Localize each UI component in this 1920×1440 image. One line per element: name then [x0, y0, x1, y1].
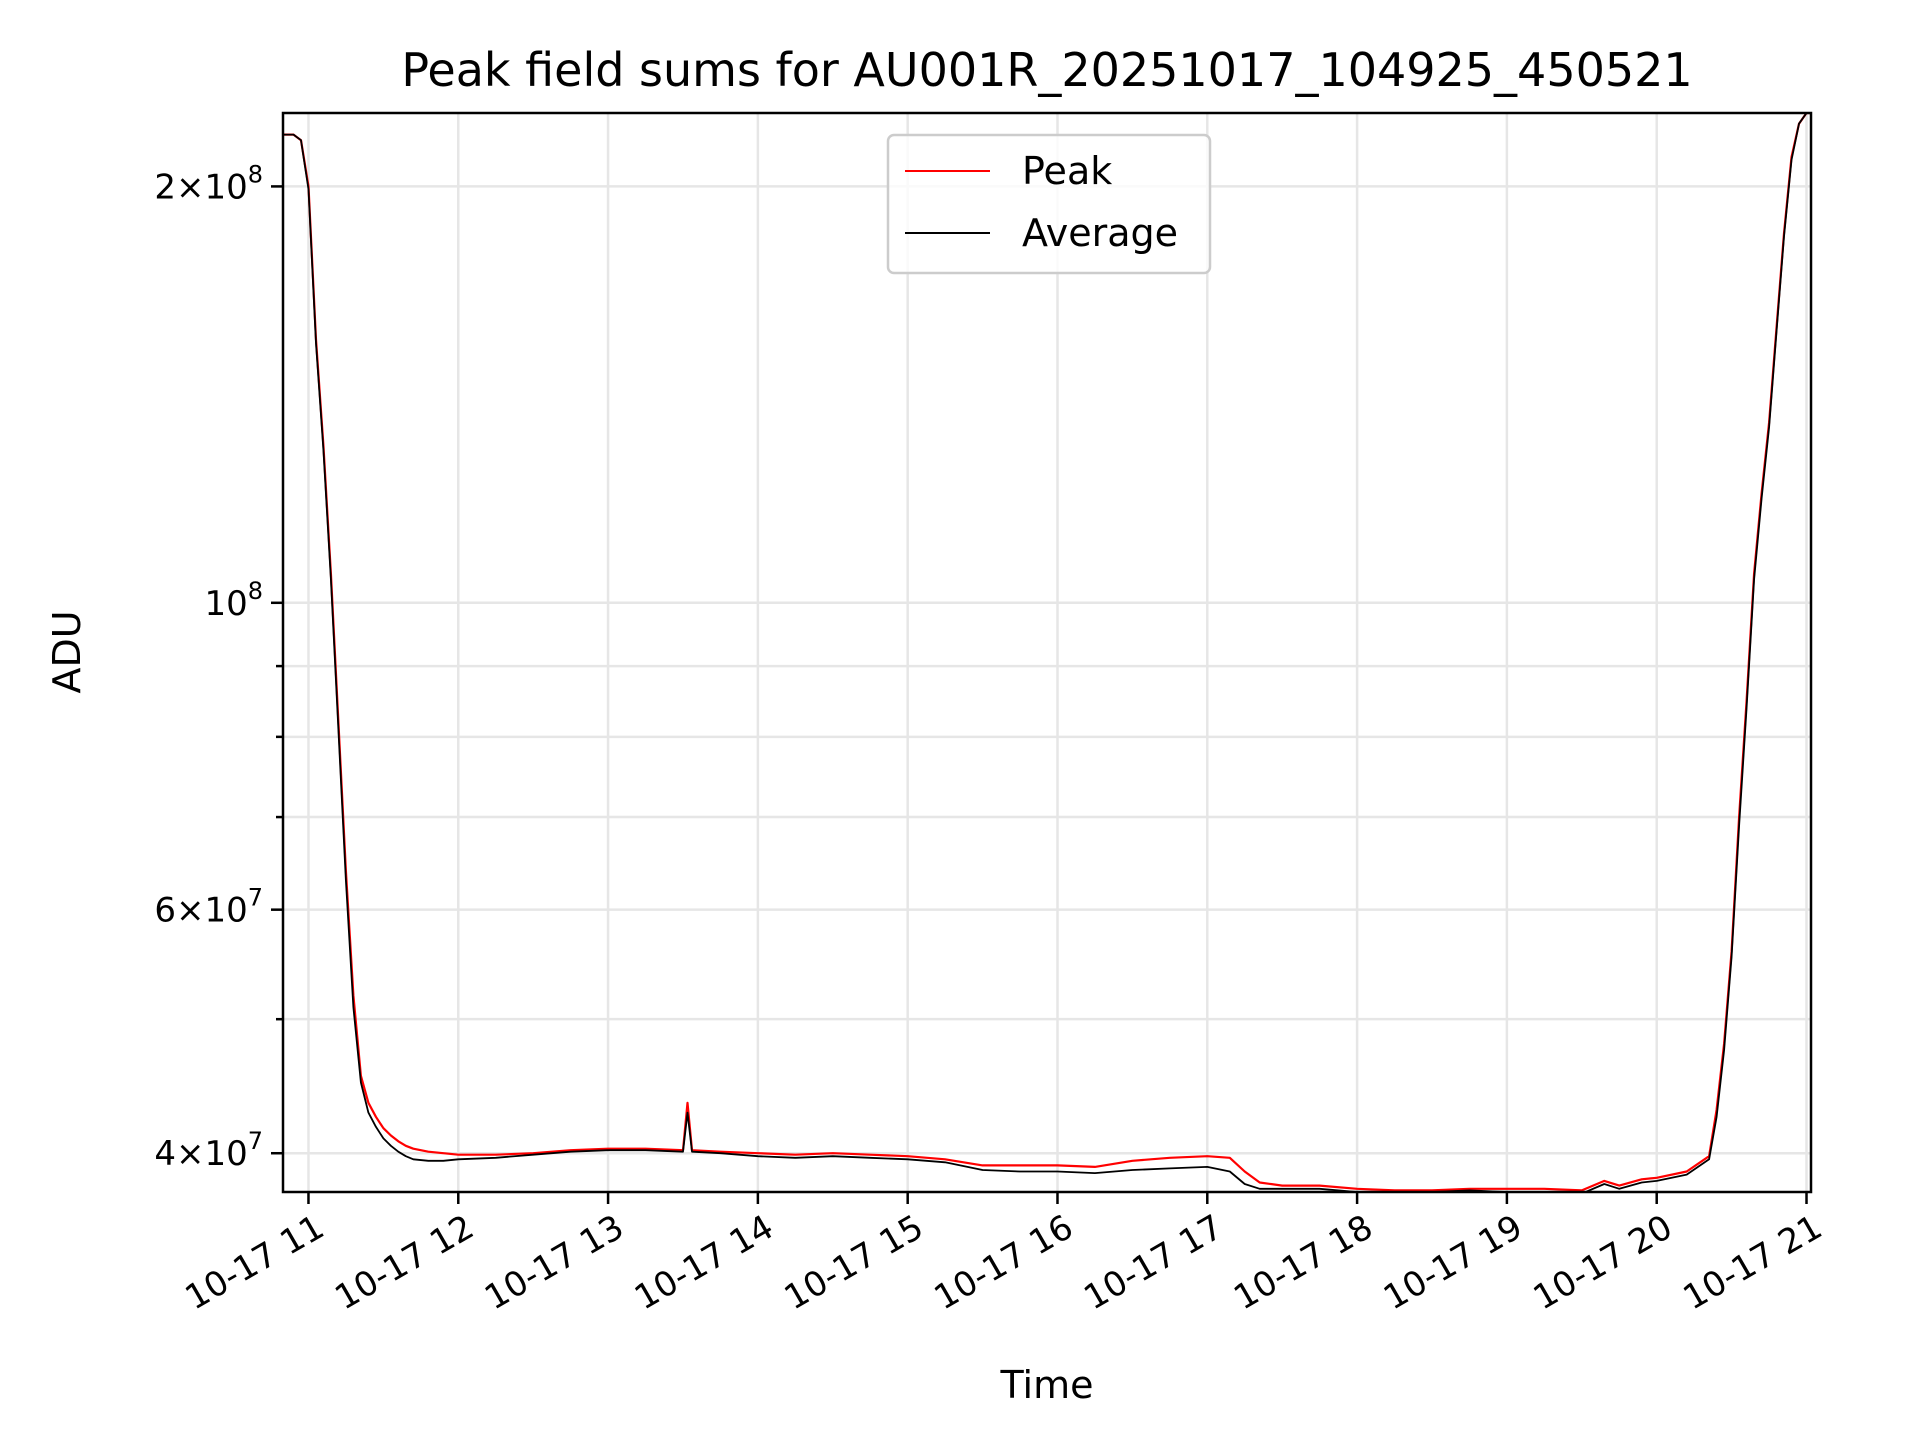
- x-tick-label: 10-17 17: [1077, 1207, 1229, 1318]
- plot-frame: [281, 111, 1813, 1194]
- y-tick-label: 4×107: [154, 1127, 263, 1174]
- x-tick-label: 10-17 15: [778, 1207, 930, 1318]
- y-tick-label: 6×107: [154, 884, 263, 931]
- x-tick-label: 10-17 16: [928, 1207, 1080, 1318]
- legend: Peak Average: [886, 133, 1212, 275]
- legend-label-average: Average: [1022, 211, 1178, 255]
- grid: [283, 113, 1811, 1192]
- x-tick-label: 10-17 20: [1527, 1207, 1679, 1318]
- x-tick-label: 10-17 18: [1227, 1207, 1379, 1318]
- x-axis-label: Time: [1000, 1363, 1094, 1407]
- legend-box: [886, 133, 1212, 275]
- x-tick-label: 10-17 14: [628, 1207, 780, 1318]
- series-line-peak: [283, 113, 1811, 1192]
- y-tick-label: 108: [204, 577, 263, 624]
- y-axis-label: ADU: [45, 610, 89, 693]
- chart-title: Peak field sums for AU001R_20251017_1049…: [401, 43, 1692, 97]
- x-tick-label: 10-17 13: [478, 1207, 630, 1318]
- y-tick-label: 2×108: [154, 160, 263, 207]
- y-axis: 4×107 6×107 108 2×108: [154, 160, 283, 1174]
- legend-label-peak: Peak: [1022, 149, 1112, 193]
- x-tick-label: 10-17 19: [1377, 1207, 1529, 1318]
- x-tick-label: 10-17 12: [328, 1207, 480, 1318]
- x-tick-label: 10-17 21: [1677, 1207, 1829, 1318]
- x-tick-label: 10-17 11: [179, 1207, 331, 1318]
- series-line-average: [283, 113, 1811, 1192]
- plot-area: [283, 113, 1811, 1192]
